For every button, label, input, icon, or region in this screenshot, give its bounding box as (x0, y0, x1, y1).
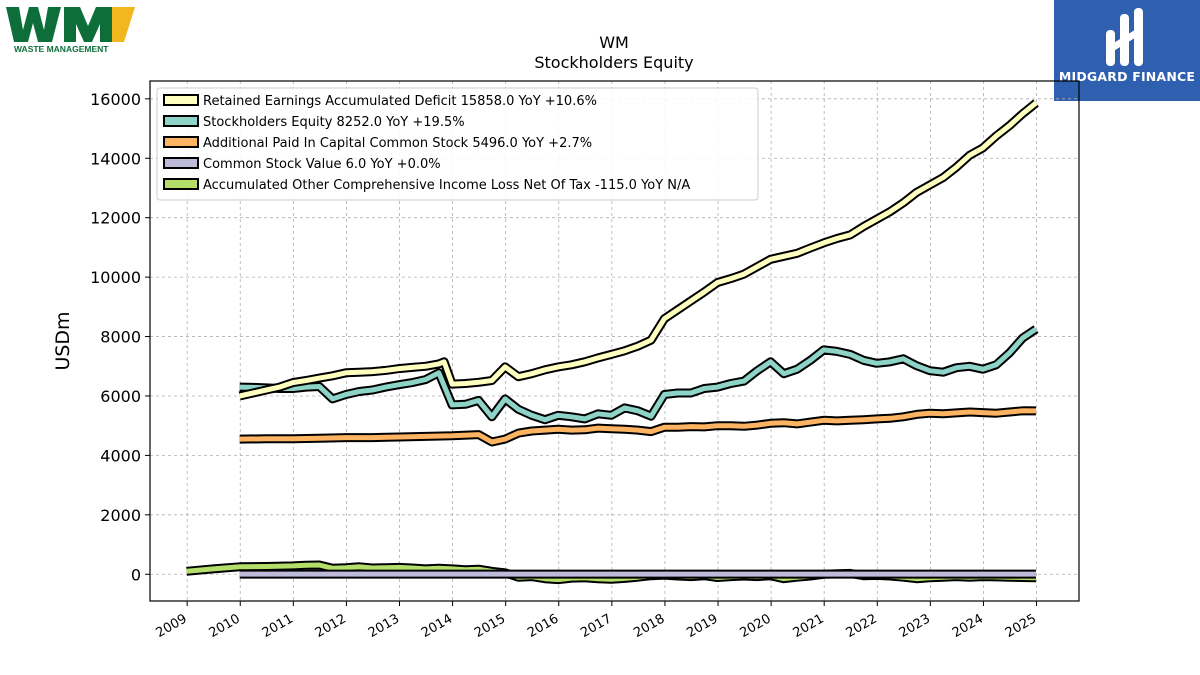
waste-management-logo: WASTE MANAGEMENT (6, 7, 135, 54)
legend-swatch (163, 115, 199, 127)
y-tick-label: 6000 (100, 387, 141, 406)
y-tick-label: 12000 (90, 209, 141, 228)
x-tick-label: 2021 (791, 611, 827, 641)
legend-box (156, 87, 759, 201)
series-2 (239, 406, 1037, 447)
series-line (239, 408, 1037, 445)
midgard-finance-logo: MIDGARD FINANCE (1054, 0, 1200, 101)
legend-entry: Retained Earnings Accumulated Deficit 15… (203, 94, 597, 109)
y-axis-label: USDm (52, 311, 74, 370)
x-tick-label: 2022 (844, 611, 880, 641)
series-layer (186, 99, 1039, 585)
y-tick-label: 14000 (90, 149, 141, 168)
x-tick-label: 2010 (207, 611, 243, 641)
series-1 (239, 325, 1039, 425)
y-tick-label: 4000 (100, 446, 141, 465)
legend-swatch (163, 136, 199, 148)
x-tick-label: 2015 (472, 611, 508, 641)
x-tick-label: 2024 (950, 611, 986, 641)
y-tick-label: 16000 (90, 90, 141, 109)
legend-entry: Accumulated Other Comprehensive Income L… (203, 178, 690, 193)
wm-logo-mark (6, 7, 135, 42)
x-tick-label: 2016 (525, 611, 561, 641)
x-tick-label: 2018 (631, 611, 667, 641)
x-tick-label: 2014 (419, 611, 455, 641)
x-axis: 2009 2010 2011 2012 2013 2014 2015 2016 2017 2018… (154, 601, 1039, 641)
y-tick-label: 10000 (90, 268, 141, 287)
x-tick-label: 2011 (260, 611, 296, 641)
wm-logo-caption: WASTE MANAGEMENT (14, 44, 109, 54)
midgard-logo-mark (1106, 8, 1143, 66)
x-tick-label: 2025 (1003, 611, 1039, 641)
legend-entry: Common Stock Value 6.0 YoY +0.0% (203, 157, 441, 172)
legend-swatch (163, 94, 199, 106)
legend-swatch (163, 157, 199, 169)
x-tick-label: 2023 (897, 611, 933, 641)
series-0 (238, 99, 1039, 401)
chart-title: WM (599, 33, 629, 52)
x-tick-label: 2017 (578, 611, 614, 641)
y-tick-label: 2000 (100, 506, 141, 525)
y-axis: 0 2000 4000 6000 8000 10000 12000 14000 16000 (90, 90, 150, 584)
y-tick-label: 0 (131, 565, 141, 584)
series-line (239, 101, 1038, 399)
y-tick-label: 8000 (100, 328, 141, 347)
legend-entry: Additional Paid In Capital Common Stock … (203, 136, 592, 151)
grid-layer (150, 81, 1079, 601)
legend: Retained Earnings Accumulated Deficit 15… (156, 87, 759, 201)
legend-entry: Stockholders Equity 8252.0 YoY +19.5% (203, 115, 465, 130)
midgard-logo-caption: MIDGARD FINANCE (1058, 69, 1196, 84)
x-tick-label: 2019 (684, 611, 720, 641)
chart-subtitle: Stockholders Equity (534, 53, 693, 72)
x-tick-label: 2009 (154, 611, 190, 641)
series-line (239, 327, 1038, 423)
plot-frame (149, 80, 1080, 602)
legend-swatch (163, 178, 199, 190)
x-tick-label: 2013 (366, 611, 402, 641)
x-tick-label: 2020 (737, 611, 773, 641)
x-tick-label: 2012 (313, 611, 349, 641)
